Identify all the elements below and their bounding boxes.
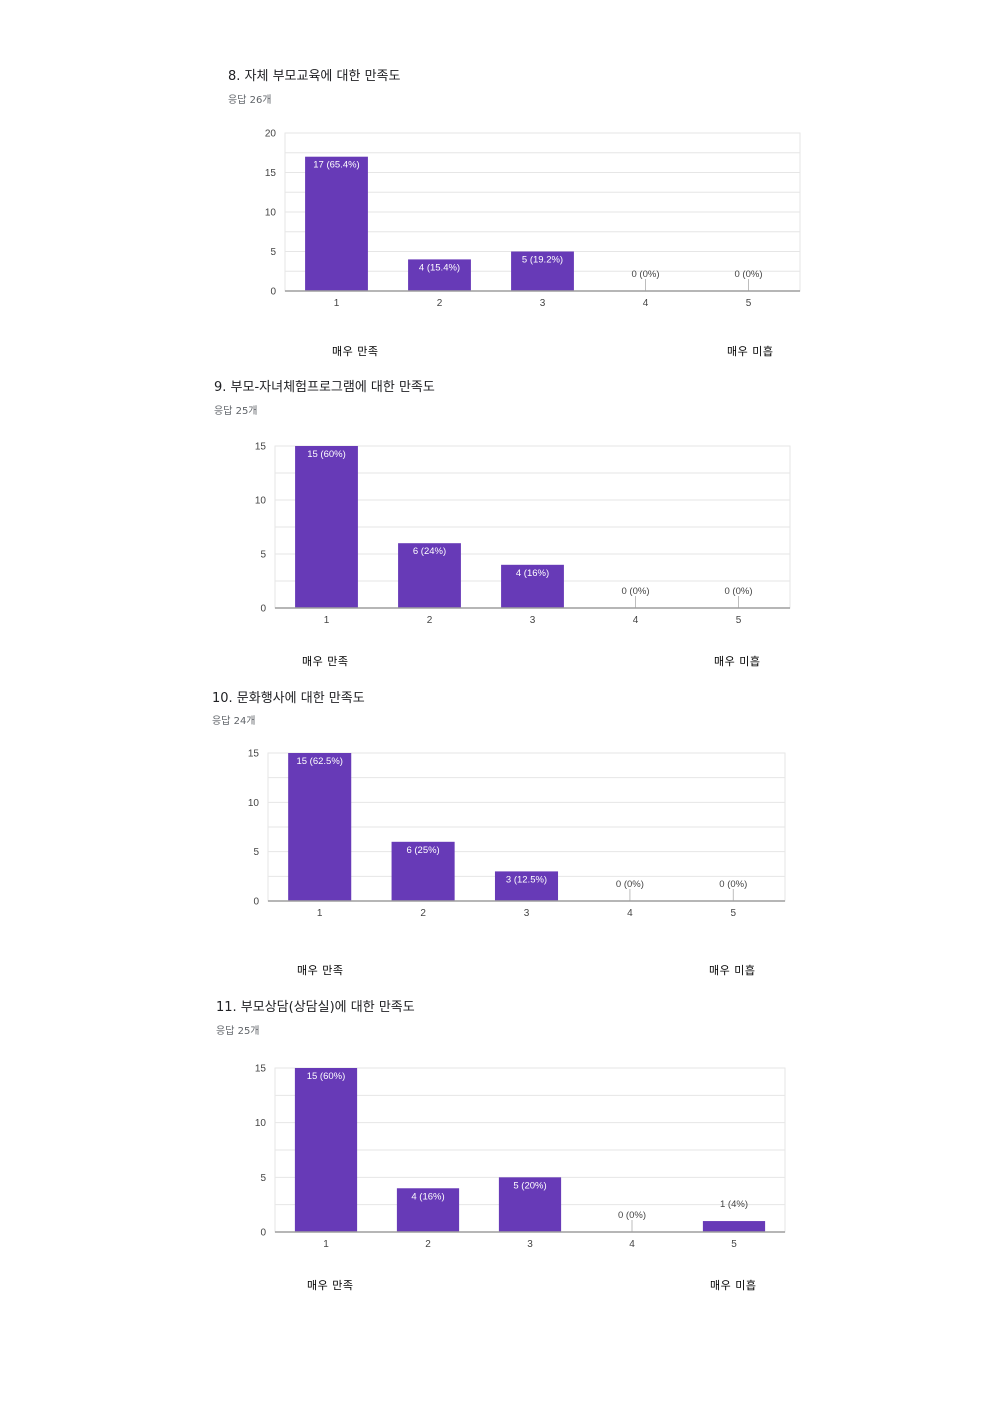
bar-3	[498, 1177, 562, 1232]
data-label-2: 4 (15.4%)	[419, 262, 460, 273]
bar-1	[305, 156, 368, 291]
bar-chart-9: 0 5 10 15 15 (60%) 1 6 (24%) 2 4 (16%) 3 0 (0%) 4 0 …	[255, 442, 791, 626]
y-tick-label: 15	[255, 442, 267, 453]
y-tick-label: 10	[255, 1118, 267, 1129]
chart-title: 9. 부모-자녀체험프로그램에 대한 만족도	[214, 380, 435, 395]
y-tick-label: 10	[265, 208, 277, 219]
y-tick-label: 5	[270, 247, 276, 258]
x-tick-label: 5	[736, 615, 742, 626]
x-tick-label: 5	[746, 298, 752, 309]
x-tick-label: 2	[437, 298, 443, 309]
y-tick-label: 20	[265, 129, 277, 140]
x-tick-label: 3	[540, 298, 546, 309]
bar-1	[294, 1068, 358, 1232]
scale-label-left: 매우 만족	[307, 1279, 354, 1292]
data-label-5: 0 (0%)	[735, 269, 763, 280]
chart-title: 11. 부모상담(상담실)에 대한 만족도	[216, 1000, 415, 1015]
x-tick-label: 2	[425, 1239, 431, 1250]
scale-label-right: 매우 미흡	[710, 1279, 757, 1292]
data-label-4: 0 (0%)	[622, 586, 650, 597]
scale-label-left: 매우 만족	[302, 655, 349, 668]
x-tick-label: 5	[731, 908, 737, 919]
scale-label-left: 매우 만족	[297, 964, 344, 977]
bar-2	[408, 259, 471, 291]
data-label-5: 1 (4%)	[720, 1199, 748, 1210]
bar-1	[288, 753, 352, 901]
y-tick-label: 10	[248, 798, 260, 809]
x-tick-label: 3	[530, 615, 536, 626]
response-count: 응답 26개	[228, 95, 272, 106]
x-tick-label: 3	[527, 1239, 533, 1250]
response-count: 응답 25개	[214, 406, 258, 417]
x-tick-label: 1	[334, 298, 340, 309]
x-tick-label: 5	[731, 1239, 737, 1250]
x-tick-label: 2	[427, 615, 433, 626]
x-tick-label: 2	[420, 908, 426, 919]
bar-3	[501, 564, 564, 608]
data-label-4: 0 (0%)	[632, 269, 660, 280]
data-label-2: 4 (16%)	[411, 1191, 444, 1202]
bar-1	[295, 446, 358, 608]
bar-2	[396, 1188, 460, 1232]
chart-title: 8. 자체 부모교육에 대한 만족도	[228, 69, 401, 84]
bar-5	[702, 1221, 766, 1232]
data-label-1: 15 (60%)	[307, 449, 346, 460]
bar-3	[494, 871, 559, 901]
data-label-4: 0 (0%)	[618, 1210, 646, 1221]
data-label-1: 15 (62.5%)	[296, 756, 342, 767]
bar-3	[511, 251, 574, 291]
y-tick-label: 5	[253, 847, 259, 858]
scale-label-right: 매우 미흡	[714, 655, 761, 668]
y-tick-label: 0	[253, 897, 259, 908]
x-tick-label: 4	[627, 908, 633, 919]
data-label-3: 4 (16%)	[516, 568, 549, 579]
bar-chart-11: 0 5 10 15 15 (60%) 1 4 (16%) 2 5 (20%) 3 0 (0%) 4 1 …	[255, 1064, 786, 1250]
y-tick-label: 0	[260, 1228, 266, 1239]
x-tick-label: 1	[324, 615, 330, 626]
data-label-2: 6 (25%)	[406, 845, 439, 856]
x-tick-label: 4	[629, 1239, 635, 1250]
response-count: 응답 25개	[216, 1026, 260, 1037]
data-label-5: 0 (0%)	[719, 879, 747, 890]
bar-2	[398, 543, 461, 608]
data-label-1: 15 (60%)	[307, 1071, 346, 1082]
x-tick-label: 1	[317, 908, 323, 919]
scale-label-right: 매우 미흡	[709, 964, 756, 977]
scale-label-left: 매우 만족	[332, 345, 379, 358]
y-tick-label: 5	[260, 550, 266, 561]
bar-chart-8: 0 5 10 15 20 17 (65.4%) 1 4 (15.4%) 2 5 (19.2%) 3 0…	[265, 129, 801, 309]
data-label-5: 0 (0%)	[725, 586, 753, 597]
bar-chart-10: 0 5 10 15 15 (62.5%) 1 6 (25%) 2 3 (12.5%) 3 0 (0%…	[248, 749, 786, 919]
x-tick-label: 4	[643, 298, 649, 309]
y-tick-label: 10	[255, 496, 267, 507]
scale-label-right: 매우 미흡	[727, 345, 774, 358]
bar-2	[391, 841, 455, 901]
data-label-2: 6 (24%)	[413, 546, 446, 557]
data-label-3: 3 (12.5%)	[506, 874, 547, 885]
data-label-3: 5 (19.2%)	[522, 255, 563, 266]
data-label-1: 17 (65.4%)	[313, 160, 359, 171]
y-tick-label: 15	[265, 168, 277, 179]
y-tick-label: 5	[260, 1173, 266, 1184]
y-tick-label: 15	[255, 1064, 267, 1075]
response-count: 응답 24개	[212, 716, 256, 727]
x-tick-label: 1	[323, 1239, 329, 1250]
y-tick-label: 0	[260, 604, 266, 615]
x-tick-label: 3	[524, 908, 530, 919]
y-tick-label: 15	[248, 749, 260, 760]
y-tick-label: 0	[270, 287, 276, 298]
chart-title: 10. 문화행사에 대한 만족도	[212, 691, 365, 706]
data-label-4: 0 (0%)	[616, 879, 644, 890]
x-tick-label: 4	[633, 615, 639, 626]
data-label-3: 5 (20%)	[513, 1180, 546, 1191]
